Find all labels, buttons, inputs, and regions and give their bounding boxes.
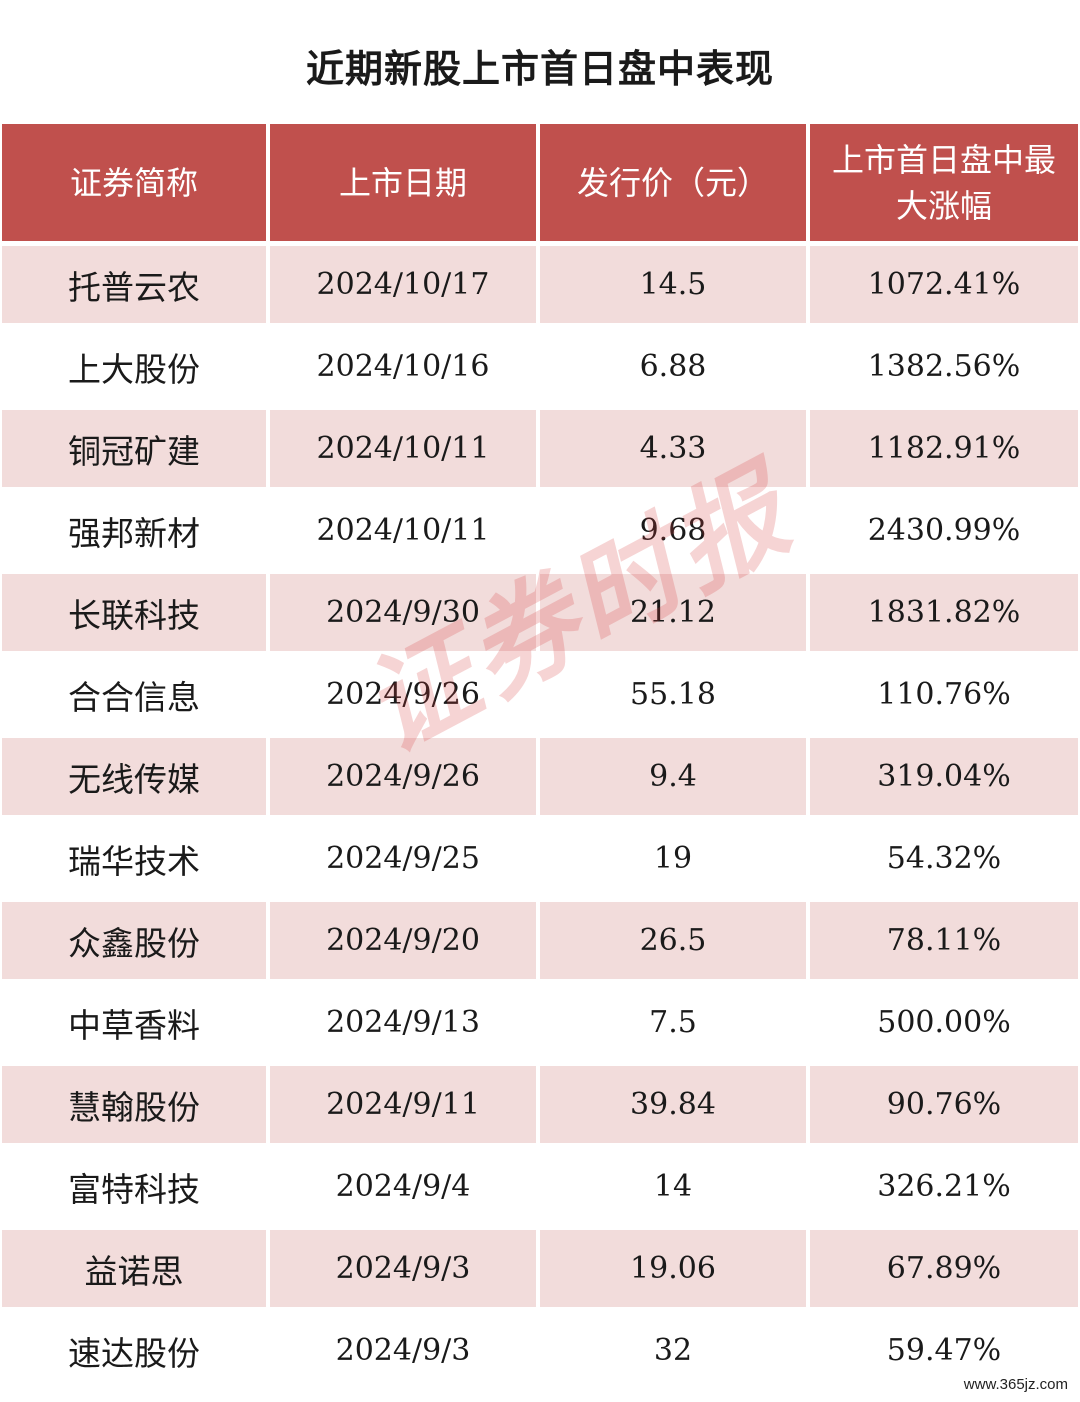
issue-price-cell: 14 [540,1148,806,1225]
table-body: 托普云农 2024/10/17 14.5 1072.41% 上大股份 2024/10/16… [2,246,1078,1389]
table-row: 无线传媒 2024/9/26 9.4 319.04% [2,738,1078,815]
max-gain-cell: 90.76% [810,1066,1078,1143]
issue-price-cell: 6.88 [540,328,806,405]
max-gain-cell: 1182.91% [810,410,1078,487]
table-row: 益诺思 2024/9/3 19.06 67.89% [2,1230,1078,1307]
column-header-name: 证券简称 [2,124,266,241]
issue-price-cell: 19.06 [540,1230,806,1307]
table-row: 慧翰股份 2024/9/11 39.84 90.76% [2,1066,1078,1143]
column-header-gain: 上市首日盘中最大涨幅 [810,124,1078,241]
listing-date-cell: 2024/10/17 [270,246,536,323]
issue-price-cell: 55.18 [540,656,806,733]
stock-name-cell: 慧翰股份 [2,1066,266,1143]
stock-name-cell: 速达股份 [2,1312,266,1389]
stock-name-cell: 瑞华技术 [2,820,266,897]
listing-date-cell: 2024/10/11 [270,410,536,487]
stock-name-cell: 益诺思 [2,1230,266,1307]
listing-date-cell: 2024/9/3 [270,1312,536,1389]
stock-name-cell: 无线传媒 [2,738,266,815]
max-gain-cell: 326.21% [810,1148,1078,1225]
site-watermark: www.365jz.com [959,1375,1072,1394]
issue-price-cell: 4.33 [540,410,806,487]
table-row: 强邦新材 2024/10/11 9.68 2430.99% [2,492,1078,569]
column-header-date: 上市日期 [270,124,536,241]
table-row: 众鑫股份 2024/9/20 26.5 78.11% [2,902,1078,979]
max-gain-cell: 2430.99% [810,492,1078,569]
column-header-price: 发行价（元） [540,124,806,241]
listing-date-cell: 2024/9/30 [270,574,536,651]
issue-price-cell: 9.68 [540,492,806,569]
max-gain-cell: 110.76% [810,656,1078,733]
stock-name-cell: 富特科技 [2,1148,266,1225]
listing-date-cell: 2024/9/26 [270,656,536,733]
listing-date-cell: 2024/9/20 [270,902,536,979]
table-row: 富特科技 2024/9/4 14 326.21% [2,1148,1078,1225]
max-gain-cell: 500.00% [810,984,1078,1061]
table-row: 上大股份 2024/10/16 6.88 1382.56% [2,328,1078,405]
max-gain-cell: 67.89% [810,1230,1078,1307]
issue-price-cell: 26.5 [540,902,806,979]
issue-price-cell: 7.5 [540,984,806,1061]
stock-name-cell: 合合信息 [2,656,266,733]
stock-name-cell: 铜冠矿建 [2,410,266,487]
listing-date-cell: 2024/9/11 [270,1066,536,1143]
issue-price-cell: 14.5 [540,246,806,323]
listing-date-cell: 2024/9/13 [270,984,536,1061]
table-row: 托普云农 2024/10/17 14.5 1072.41% [2,246,1078,323]
listing-date-cell: 2024/10/11 [270,492,536,569]
page-title: 近期新股上市首日盘中表现 [305,46,774,91]
max-gain-cell: 54.32% [810,820,1078,897]
table-header-row: 证券简称 上市日期 发行价（元） 上市首日盘中最大涨幅 [2,124,1078,241]
listing-date-cell: 2024/9/3 [270,1230,536,1307]
issue-price-cell: 39.84 [540,1066,806,1143]
table-row: 中草香料 2024/9/13 7.5 500.00% [2,984,1078,1061]
table-row: 瑞华技术 2024/9/25 19 54.32% [2,820,1078,897]
table-row: 速达股份 2024/9/3 32 59.47% [2,1312,1078,1389]
issue-price-cell: 21.12 [540,574,806,651]
table-row: 长联科技 2024/9/30 21.12 1831.82% [2,574,1078,651]
table-row: 铜冠矿建 2024/10/11 4.33 1182.91% [2,410,1078,487]
ipo-table: 证券简称 上市日期 发行价（元） 上市首日盘中最大涨幅 托普云农 2024/10/… [2,124,1078,1394]
max-gain-cell: 78.11% [810,902,1078,979]
stock-name-cell: 中草香料 [2,984,266,1061]
stock-name-cell: 托普云农 [2,246,266,323]
stock-name-cell: 长联科技 [2,574,266,651]
issue-price-cell: 9.4 [540,738,806,815]
table-row: 合合信息 2024/9/26 55.18 110.76% [2,656,1078,733]
stock-name-cell: 强邦新材 [2,492,266,569]
listing-date-cell: 2024/9/26 [270,738,536,815]
listing-date-cell: 2024/9/25 [270,820,536,897]
stock-name-cell: 上大股份 [2,328,266,405]
max-gain-cell: 319.04% [810,738,1078,815]
max-gain-cell: 59.47% [810,1312,1078,1389]
issue-price-cell: 32 [540,1312,806,1389]
issue-price-cell: 19 [540,820,806,897]
listing-date-cell: 2024/10/16 [270,328,536,405]
max-gain-cell: 1831.82% [810,574,1078,651]
max-gain-cell: 1382.56% [810,328,1078,405]
max-gain-cell: 1072.41% [810,246,1078,323]
stock-name-cell: 众鑫股份 [2,902,266,979]
listing-date-cell: 2024/9/4 [270,1148,536,1225]
